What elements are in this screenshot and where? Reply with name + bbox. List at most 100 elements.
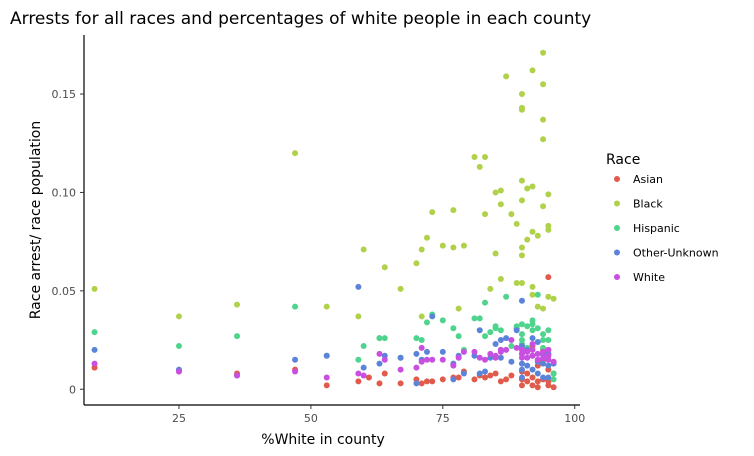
plot-area: 25 50 75 100 0 0.05 0.10 0.15	[52, 35, 585, 425]
point-black	[381, 264, 388, 271]
point-other-unknown	[450, 376, 457, 383]
point-white	[545, 346, 552, 353]
legend-label-white: White	[633, 271, 665, 284]
point-asian	[355, 378, 362, 385]
point-other-unknown	[497, 354, 504, 361]
point-other-unknown	[323, 352, 330, 359]
point-white	[524, 354, 531, 361]
point-asian	[365, 374, 372, 381]
point-hispanic	[545, 327, 552, 334]
point-black	[508, 211, 515, 218]
point-black	[418, 313, 425, 320]
point-white	[323, 374, 330, 381]
point-black	[518, 91, 525, 98]
point-hispanic	[540, 337, 547, 344]
point-black	[450, 244, 457, 251]
point-white	[492, 354, 499, 361]
point-asian	[518, 382, 525, 389]
point-black	[518, 244, 525, 251]
point-white	[524, 348, 531, 355]
legend-marker-black	[614, 200, 620, 207]
chart-title: Arrests for all races and percentages of…	[10, 9, 591, 29]
point-white	[397, 366, 404, 373]
legend-marker-asian	[614, 176, 620, 182]
y-tick-label: 0.05	[52, 285, 77, 298]
point-black	[529, 67, 536, 74]
point-asian	[545, 274, 552, 281]
point-black	[529, 291, 536, 298]
y-axis-title: Race arrest/ race population	[28, 121, 44, 319]
legend-label-asian: Asian	[633, 173, 663, 186]
point-hispanic	[360, 342, 367, 349]
point-hispanic	[550, 376, 557, 383]
point-asian	[397, 380, 404, 387]
point-other-unknown	[540, 360, 547, 367]
point-white	[175, 368, 182, 375]
point-hispanic	[524, 323, 531, 330]
point-black	[450, 207, 457, 214]
point-hispanic	[503, 293, 510, 300]
legend-marker-white	[614, 274, 620, 280]
point-black	[492, 250, 499, 257]
point-black	[471, 154, 478, 161]
point-white	[376, 350, 383, 357]
point-black	[429, 209, 436, 216]
point-hispanic	[540, 331, 547, 338]
point-white	[529, 352, 536, 359]
point-asian	[529, 382, 536, 389]
point-asian	[455, 374, 462, 381]
point-black	[540, 116, 547, 123]
point-other-unknown	[524, 362, 531, 369]
point-black	[529, 183, 536, 190]
point-asian	[497, 378, 504, 385]
point-asian	[482, 374, 489, 381]
point-hispanic	[550, 370, 557, 377]
point-white	[91, 360, 98, 367]
point-hispanic	[418, 337, 425, 344]
legend-marker-other-unknown	[614, 249, 620, 256]
point-hispanic	[439, 317, 446, 324]
point-white	[381, 356, 388, 363]
data-points	[91, 49, 557, 391]
y-tick-label: 0.10	[52, 186, 77, 199]
point-black	[518, 197, 525, 204]
point-white	[545, 356, 552, 363]
legend: Race Asian Black Hispanic Other-Unknown Whit…	[606, 152, 719, 284]
point-asian	[508, 372, 515, 379]
point-hispanic	[450, 325, 457, 332]
point-other-unknown	[91, 346, 98, 353]
point-white	[429, 356, 436, 363]
point-black	[439, 242, 446, 249]
point-other-unknown	[413, 380, 420, 387]
point-hispanic	[471, 315, 478, 322]
point-black	[487, 285, 494, 292]
point-hispanic	[175, 342, 182, 349]
point-hispanic	[413, 335, 420, 342]
point-other-unknown	[413, 350, 420, 357]
point-asian	[376, 380, 383, 387]
point-black	[540, 136, 547, 143]
point-asian	[423, 378, 430, 385]
point-black	[482, 211, 489, 218]
point-hispanic	[529, 321, 536, 328]
point-asian	[381, 370, 388, 377]
point-hispanic	[487, 329, 494, 336]
legend-label-other-unknown: Other-Unknown	[633, 247, 719, 260]
point-asian	[503, 376, 510, 383]
x-axis-title: %White in county	[261, 432, 384, 448]
point-other-unknown	[482, 368, 489, 375]
point-hispanic	[381, 335, 388, 342]
point-white	[355, 370, 362, 377]
point-black	[545, 191, 552, 198]
x-tick-label: 50	[304, 412, 318, 425]
point-other-unknown	[518, 366, 525, 373]
point-other-unknown	[545, 362, 552, 369]
point-asian	[418, 380, 425, 387]
y-tick-label: 0.15	[52, 88, 77, 101]
point-white	[423, 356, 430, 363]
point-black	[518, 177, 525, 184]
point-hispanic	[534, 291, 541, 298]
point-asian	[550, 384, 557, 391]
point-hispanic	[476, 315, 483, 322]
y-ticks: 0 0.05 0.10 0.15	[52, 88, 84, 396]
